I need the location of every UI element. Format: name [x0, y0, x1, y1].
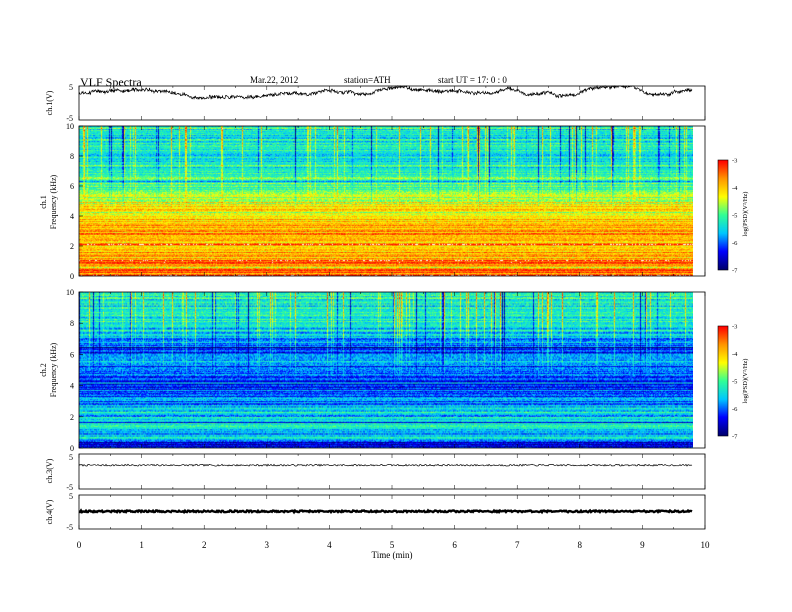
figure-title: VLF Spectra	[80, 75, 142, 89]
x-tick-label-5: 5	[390, 540, 395, 550]
ch2-channel-label: ch.2	[39, 363, 48, 377]
station-label: station=ATH	[344, 75, 391, 85]
ch1-frequency-label: Frequency (kHz)	[49, 174, 58, 229]
ch1-frequency-ticks: 0 2 4 6 8 10	[66, 122, 83, 281]
ch2-colorbar-frame	[717, 325, 729, 437]
ch3-ytick-top: 5	[69, 453, 73, 462]
x-tick-label-8: 8	[578, 540, 583, 550]
ch1-waveform-trace	[78, 84, 693, 100]
x-tick-label-10: 10	[701, 540, 711, 550]
ch3-waveform-panel: 5 -5 ch.3(V)	[45, 453, 706, 492]
ch2-colorbar-tick-2: -5	[732, 379, 737, 386]
ch2-frequency-ticks: 0 2 4 6 8 10	[66, 288, 83, 453]
ch1-colorbar	[718, 160, 728, 270]
ch1-ytick-3: 6	[70, 182, 74, 191]
ch2-colorbar-tick-3: -6	[732, 406, 738, 413]
ch2-ytick-3: 6	[70, 350, 74, 359]
ch2-ytick-5: 10	[66, 288, 74, 297]
ch1-ytick-5: 10	[66, 122, 74, 131]
ch1-colorbar-label: log(PSD)(V²/Hz)	[742, 192, 749, 237]
ch4-ylabel: ch.4(V)	[45, 499, 54, 524]
ch1-colorbar-tick-3: -6	[732, 240, 738, 247]
ch1-ytick-4: 8	[70, 152, 74, 161]
ch2-colorbar-tick-4: -7	[732, 434, 738, 441]
ch1-ytick-0: 0	[70, 272, 74, 281]
ch1-spectrogram-image	[79, 126, 693, 276]
ch4-ytick-top: 5	[69, 492, 73, 501]
x-tick-label-3: 3	[265, 540, 270, 550]
x-tick-label-4: 4	[327, 540, 332, 550]
ch4-waveform-panel: 5 -5 ch.4(V)	[45, 492, 706, 532]
ch1-colorbar-tick-4: -7	[732, 268, 738, 275]
ch2-ytick-2: 4	[70, 382, 74, 391]
ch1-ytick-bottom: -5	[66, 114, 73, 123]
ch1-ytick-top: 5	[69, 83, 73, 92]
ch2-ytick-0: 0	[70, 444, 74, 453]
time-axis-label: Time (min)	[372, 550, 413, 560]
x-tick-label-9: 9	[640, 540, 645, 550]
ch2-ytick-4: 8	[70, 319, 74, 328]
ch1-ytick-2: 4	[70, 212, 74, 221]
ch3-ytick-bottom: -5	[66, 483, 73, 492]
ch1-colorbar-frame	[717, 159, 729, 271]
x-tick-label-6: 6	[452, 540, 457, 550]
ch2-colorbar-tick-0: -3	[732, 324, 737, 331]
ch3-ylabel: ch.3(V)	[45, 458, 54, 483]
ch2-ytick-1: 2	[70, 413, 74, 422]
ch1-colorbar-tick-0: -3	[732, 158, 737, 165]
ch2-frequency-label: Frequency (kHz)	[49, 342, 58, 397]
ch2-spectrogram-image	[79, 292, 693, 448]
ch1-colorbar-ticks: -3 -4 -5 -6 -7	[732, 158, 738, 275]
ch3-waveform-frame	[78, 453, 706, 490]
ch1-colorbar-tick-2: -5	[732, 213, 737, 220]
ch4-ytick-bottom: -5	[66, 523, 73, 532]
ch1-colorbar-tick-1: -4	[732, 185, 738, 192]
start-time-label: start UT = 17: 0 : 0	[438, 75, 507, 85]
ch1-waveform-panel: 5 -5 ch.1(V)	[45, 83, 706, 123]
ch2-colorbar-tick-1: -4	[732, 351, 738, 358]
ch4-waveform-trace	[78, 508, 693, 515]
time-axis-ticks: 0 1 2 3 4 5 6 7 8 9 10	[77, 86, 710, 550]
ch3-waveform-trace	[78, 463, 693, 467]
ch2-colorbar-label: log(PSD)(V²/Hz)	[742, 359, 749, 404]
ch1-ytick-1: 2	[70, 242, 74, 251]
ch1-ylabel: ch.1(V)	[45, 90, 54, 115]
ch2-colorbar	[718, 326, 728, 436]
x-tick-label-7: 7	[515, 540, 520, 550]
ch1-waveform-frame	[78, 85, 706, 121]
x-tick-label-1: 1	[139, 540, 144, 550]
x-tick-label-2: 2	[202, 540, 207, 550]
date-label: Mar.22, 2012	[250, 75, 298, 85]
x-tick-label-0: 0	[77, 540, 82, 550]
ch1-channel-label: ch.1	[39, 195, 48, 209]
ch2-colorbar-ticks: -3 -4 -5 -6 -7	[732, 324, 738, 441]
